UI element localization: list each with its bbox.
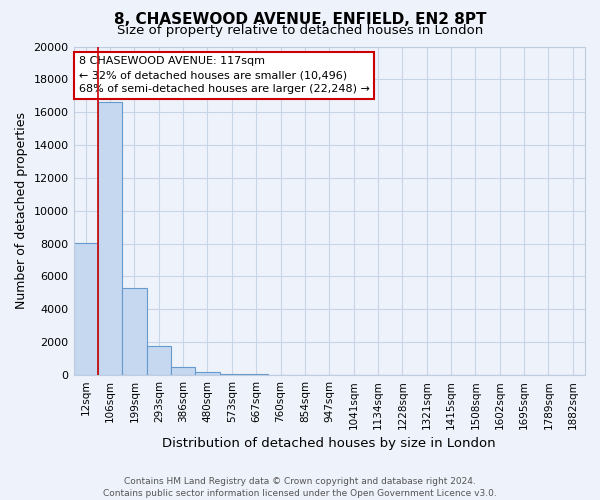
Bar (244, 374, 268, 375)
Bar (98, 102, 122, 375)
Text: Contains HM Land Registry data © Crown copyright and database right 2024.
Contai: Contains HM Land Registry data © Crown c… (103, 476, 497, 498)
Bar (171, 367, 196, 375)
Y-axis label: Number of detached properties: Number of detached properties (15, 112, 28, 310)
Text: 8, CHASEWOOD AVENUE, ENFIELD, EN2 8PT: 8, CHASEWOOD AVENUE, ENFIELD, EN2 8PT (114, 12, 486, 28)
X-axis label: Distribution of detached houses by size in London: Distribution of detached houses by size … (163, 437, 496, 450)
Bar (146, 346, 171, 375)
Bar (220, 374, 244, 375)
Text: 8 CHASEWOOD AVENUE: 117sqm
← 32% of detached houses are smaller (10,496)
68% of : 8 CHASEWOOD AVENUE: 117sqm ← 32% of deta… (79, 56, 370, 94)
Bar (74, 243, 98, 375)
Bar (122, 288, 146, 375)
Bar (196, 372, 220, 375)
Text: Size of property relative to detached houses in London: Size of property relative to detached ho… (117, 24, 483, 37)
